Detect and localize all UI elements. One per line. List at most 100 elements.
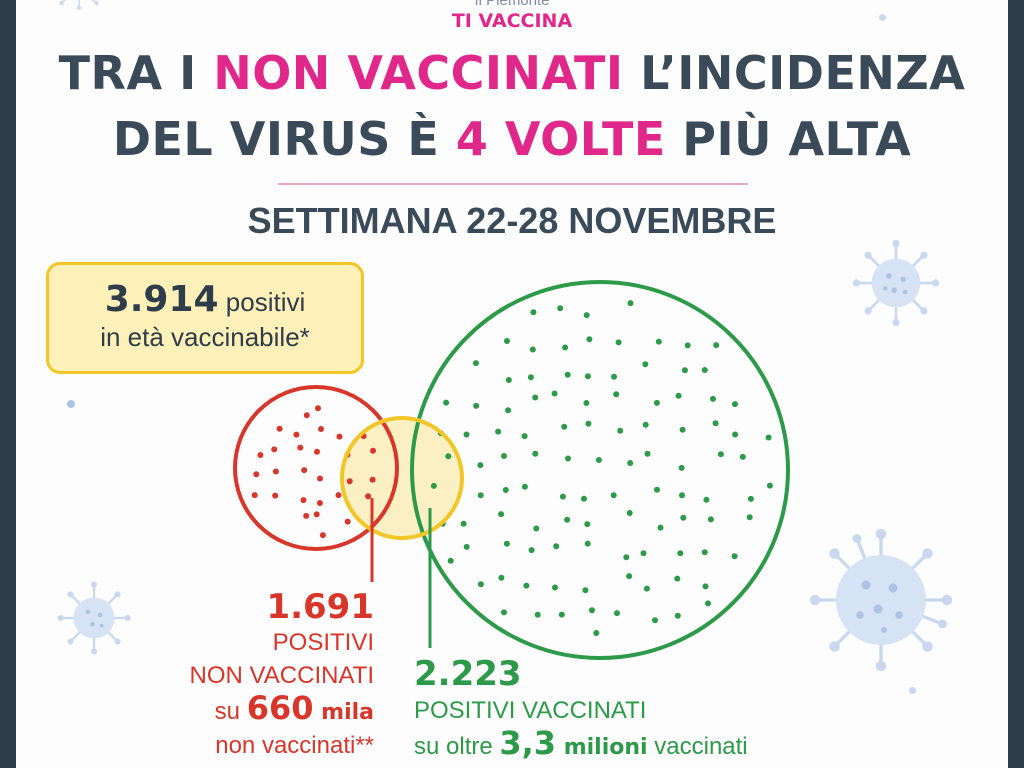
dot-icon <box>315 405 321 412</box>
dot-icon <box>586 336 593 343</box>
dot-icon <box>678 464 685 471</box>
headline-highlight: 4 VOLTE <box>455 112 666 166</box>
dot-icon <box>765 434 772 441</box>
dot-icon <box>463 543 470 550</box>
virus-icon <box>59 0 99 10</box>
dot-icon <box>369 476 376 483</box>
venn-diagram <box>233 280 790 660</box>
dot-icon <box>498 574 505 581</box>
dot-icon <box>707 516 714 523</box>
dot-icon <box>253 471 260 478</box>
dot-icon <box>584 540 591 547</box>
unvaccinated-su: su <box>214 698 247 725</box>
dot-icon <box>703 496 710 503</box>
dot-icon <box>527 374 534 381</box>
dot-icon <box>593 630 600 636</box>
title-divider <box>278 183 748 185</box>
headline-line-1: TRA I NON VACCINATI L’INCIDENZA <box>16 46 1008 100</box>
dot-icon <box>67 400 75 408</box>
week-subtitle: SETTIMANA 22-28 NOVEMBRE <box>247 200 777 241</box>
dot-icon <box>746 514 753 521</box>
dot-icon <box>557 305 564 312</box>
dot-icon <box>317 475 323 482</box>
dot-icon <box>614 610 620 617</box>
dot-icon <box>528 547 535 554</box>
dot-icon <box>271 446 278 453</box>
vaccinated-dots <box>430 300 773 636</box>
dot-icon <box>584 521 591 528</box>
dot-icon <box>495 428 502 435</box>
dot-icon <box>505 377 512 383</box>
dot-icon <box>335 492 342 499</box>
headline-highlight: NON VACCINATI <box>213 46 624 100</box>
total-subtext: in età vaccinabile* <box>100 322 310 352</box>
dot-icon <box>318 426 324 432</box>
dot-icon <box>313 511 320 518</box>
dot-icon <box>561 423 568 430</box>
dot-icon <box>463 431 470 438</box>
dot-icon <box>679 426 686 433</box>
dot-icon <box>732 431 739 438</box>
dot-icon <box>344 518 351 525</box>
dot-icon <box>610 492 617 499</box>
dot-icon <box>532 450 539 457</box>
dot-icon <box>584 373 591 380</box>
dot-icon <box>257 452 264 458</box>
infographic-card: Il Piemonte TI VACCINA TRA I NON VACCINA… <box>16 0 1008 768</box>
dot-icon <box>701 367 708 373</box>
unvaccinated-label: 1.691 POSITIVI NON VACCINATI su 660 mila… <box>190 588 374 762</box>
dot-icon <box>297 444 304 451</box>
headline-text: TRA I <box>58 46 214 100</box>
dot-icon <box>681 367 688 374</box>
dot-icon <box>642 421 649 428</box>
dot-icon <box>627 460 634 466</box>
dot-icon <box>626 573 633 580</box>
dot-icon <box>717 451 724 458</box>
dot-icon <box>447 557 454 564</box>
dot-icon <box>562 344 569 351</box>
dot-icon <box>657 524 664 531</box>
dot-icon <box>533 525 540 532</box>
dot-icon <box>472 360 479 367</box>
dot-icon <box>502 487 509 493</box>
vaccinated-post: vaccinati <box>647 733 748 760</box>
dot-icon <box>365 493 372 500</box>
dot-icon <box>301 467 308 474</box>
headline-text: PIÙ ALTA <box>665 112 912 166</box>
virus-icon <box>57 581 131 655</box>
dot-icon <box>642 361 649 368</box>
dot-icon <box>319 532 326 539</box>
dot-icon <box>272 492 279 499</box>
dot-icon <box>534 611 541 618</box>
dot-icon <box>677 550 684 557</box>
dot-icon <box>674 612 681 619</box>
dot-icon <box>623 554 630 561</box>
dot-icon <box>701 549 708 556</box>
dot-icon <box>627 300 634 307</box>
dot-icon <box>553 543 560 550</box>
total-text: positivi <box>218 287 306 317</box>
dot-icon <box>611 373 617 380</box>
unvaccinated-pop-number: 660 <box>246 689 314 727</box>
dot-icon <box>300 497 307 504</box>
dot-icon <box>643 585 650 592</box>
dot-icon <box>732 401 738 408</box>
dot-icon <box>675 392 682 399</box>
dot-icon <box>585 420 592 427</box>
brand-name: Il Piemonte <box>474 0 550 9</box>
headline-text: DEL VIRUS È <box>112 112 456 166</box>
vaccinated-number: 2.223 <box>414 654 522 694</box>
headline-line-2: DEL VIRUS È 4 VOLTE PIÙ ALTA <box>16 112 1008 166</box>
dot-icon <box>644 450 651 457</box>
dot-icon <box>523 582 530 589</box>
dot-icon <box>303 412 310 419</box>
dot-icon <box>583 400 590 406</box>
virus-icon <box>852 239 940 327</box>
dot-icon <box>303 512 310 519</box>
dot-icon <box>684 342 691 349</box>
virus-icon <box>809 528 953 672</box>
dot-icon <box>498 511 505 518</box>
dot-icon <box>477 581 484 588</box>
dot-icon <box>272 468 279 475</box>
vaccinated-label: 2.223 POSITIVI VACCINATI su oltre 3,3 mi… <box>414 654 748 764</box>
